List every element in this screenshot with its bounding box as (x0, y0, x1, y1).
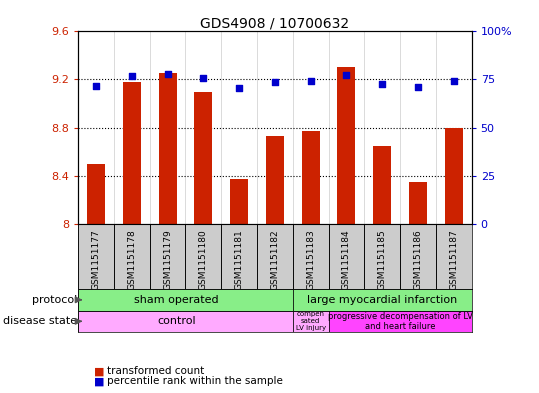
Text: GSM1151180: GSM1151180 (199, 229, 208, 290)
Bar (374, 145, 391, 224)
Text: GSM1151184: GSM1151184 (342, 229, 351, 290)
Point (378, 81, 386, 88)
Bar (400, 224, 436, 289)
Point (271, 79, 279, 85)
Bar (436, 224, 472, 289)
Bar (158, 73, 177, 224)
Text: GSM1151182: GSM1151182 (271, 229, 279, 290)
Bar (114, 224, 150, 289)
Text: control: control (157, 316, 196, 326)
Text: GSM1151183: GSM1151183 (306, 229, 315, 290)
Bar (364, 224, 400, 289)
Bar (78, 310, 293, 332)
Bar (293, 224, 329, 289)
Text: GSM1151178: GSM1151178 (127, 229, 136, 290)
Bar (266, 136, 284, 224)
Bar (409, 182, 427, 224)
Point (413, 84, 422, 90)
Bar (195, 92, 212, 224)
Bar (123, 82, 141, 224)
Text: ■: ■ (94, 376, 105, 386)
Point (92, 83, 100, 89)
Point (199, 75, 208, 81)
Bar (230, 179, 248, 224)
Text: protocol: protocol (32, 295, 78, 305)
Text: percentile rank within the sample: percentile rank within the sample (107, 376, 282, 386)
Bar (337, 68, 355, 224)
Point (306, 77, 315, 84)
Bar (78, 289, 293, 310)
Point (450, 77, 458, 84)
Text: progressive decompensation of LV
and heart failure: progressive decompensation of LV and hea… (328, 312, 473, 331)
Bar (185, 224, 221, 289)
Text: sham operated: sham operated (134, 295, 219, 305)
Bar (329, 224, 364, 289)
Text: transformed count: transformed count (107, 366, 204, 376)
Bar (257, 224, 293, 289)
Point (163, 71, 172, 77)
Title: GDS4908 / 10700632: GDS4908 / 10700632 (201, 16, 349, 30)
Text: GSM1151179: GSM1151179 (163, 229, 172, 290)
Point (342, 72, 351, 78)
Text: GSM1151185: GSM1151185 (378, 229, 386, 290)
Text: GSM1151177: GSM1151177 (92, 229, 101, 290)
Bar (329, 310, 472, 332)
Bar (87, 163, 105, 224)
Bar (221, 224, 257, 289)
Point (235, 85, 244, 91)
Point (128, 73, 136, 79)
Bar (293, 289, 472, 310)
Text: compen
sated
LV injury: compen sated LV injury (295, 311, 326, 331)
Text: GSM1151181: GSM1151181 (234, 229, 244, 290)
Bar (302, 131, 320, 224)
Text: large myocardial infarction: large myocardial infarction (307, 295, 457, 305)
Bar (293, 310, 329, 332)
Bar (78, 224, 114, 289)
Bar (445, 128, 462, 224)
Text: ■: ■ (94, 366, 105, 376)
Text: GSM1151186: GSM1151186 (413, 229, 423, 290)
Text: disease state: disease state (3, 316, 78, 326)
Text: GSM1151187: GSM1151187 (449, 229, 458, 290)
Bar (150, 224, 185, 289)
